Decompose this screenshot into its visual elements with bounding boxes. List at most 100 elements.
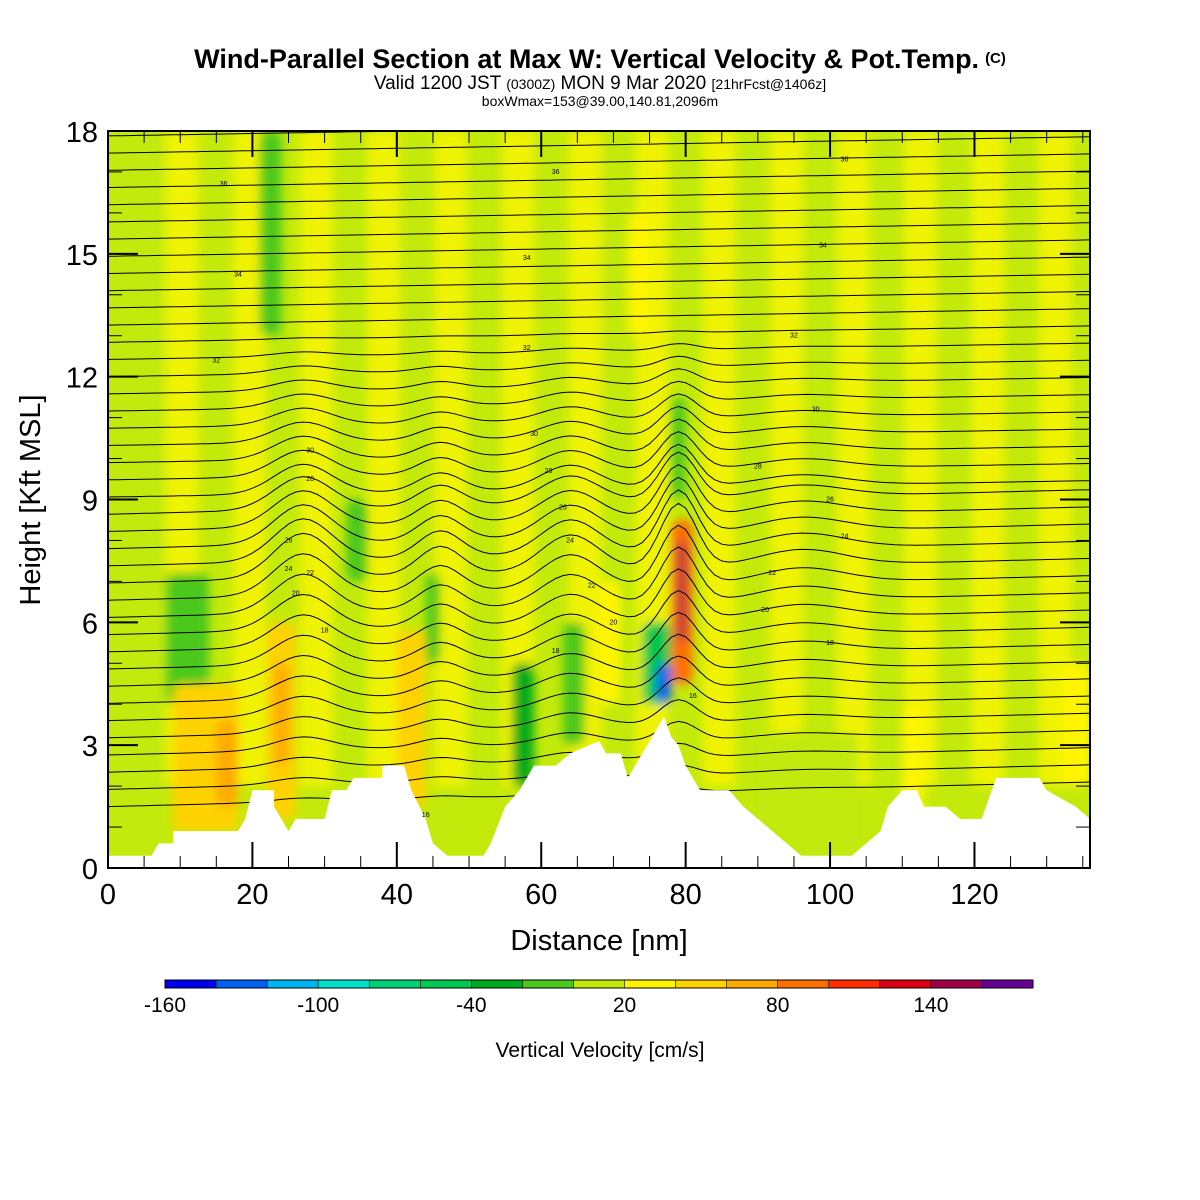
contour-label: 34 bbox=[523, 255, 531, 262]
y-tick-label: 0 bbox=[82, 854, 98, 886]
velocity-band bbox=[904, 131, 937, 787]
velocity-band bbox=[300, 131, 333, 787]
x-tick-label: 120 bbox=[950, 879, 998, 911]
contour-label: 32 bbox=[790, 333, 798, 340]
colorbar-swatch bbox=[369, 980, 421, 988]
y-tick-label: 18 bbox=[66, 117, 98, 149]
theta-contour bbox=[108, 655, 1090, 704]
velocity-cell bbox=[678, 540, 686, 643]
theta-contour bbox=[108, 368, 1090, 395]
box-wmax-label: boxWmax=153@39.00,140.81,2096m bbox=[481, 93, 719, 109]
velocity-cell bbox=[599, 581, 621, 705]
colorbar-swatch bbox=[420, 980, 472, 988]
y-tick-label: 6 bbox=[82, 608, 98, 640]
velocity-cell bbox=[671, 397, 686, 500]
velocity-band bbox=[367, 131, 400, 787]
chart-title: Wind-Parallel Section at Max W: Vertical… bbox=[194, 44, 1006, 74]
x-tick-label: 0 bbox=[100, 879, 116, 911]
contour-label: 18 bbox=[552, 648, 560, 655]
contour-label: 32 bbox=[523, 345, 531, 352]
x-tick-label: 60 bbox=[525, 879, 557, 911]
theta-contour bbox=[108, 502, 1090, 584]
contour-label: 18 bbox=[321, 628, 329, 635]
colorbar-swatch bbox=[879, 980, 932, 988]
theta-contour bbox=[108, 611, 1090, 670]
contour-label: 18 bbox=[826, 640, 834, 647]
x-tick-label: 100 bbox=[806, 879, 854, 911]
theta-contour bbox=[108, 699, 1090, 739]
colorbar-tick-label: 140 bbox=[913, 994, 948, 1017]
velocity-cell bbox=[259, 131, 282, 336]
chart-subtitle: Valid 1200 JST (0300Z) MON 9 Mar 2020 [2… bbox=[373, 73, 827, 94]
colorbar-swatch bbox=[267, 980, 319, 988]
colorbar-swatch bbox=[165, 980, 217, 988]
velocity-cell bbox=[346, 499, 368, 582]
contour-label: 32 bbox=[212, 357, 220, 364]
x-tick-label: 80 bbox=[670, 879, 702, 911]
y-tick-label: 15 bbox=[66, 240, 98, 272]
contour-label: 34 bbox=[819, 243, 827, 250]
theta-contour bbox=[108, 239, 1090, 257]
theta-contour bbox=[108, 546, 1090, 618]
contour-label: 22 bbox=[768, 570, 776, 577]
theta-contour bbox=[108, 222, 1090, 240]
theta-contour bbox=[108, 308, 1090, 326]
contour-label: 24 bbox=[566, 537, 574, 544]
theta-contour bbox=[108, 590, 1090, 653]
terrain bbox=[108, 716, 1090, 868]
theta-contour bbox=[108, 256, 1090, 274]
contour-label: 20 bbox=[292, 591, 300, 598]
colorbar-swatch bbox=[828, 980, 881, 988]
chart-title-block: Wind-Parallel Section at Max W: Vertical… bbox=[0, 44, 1200, 109]
contour-label: 30 bbox=[530, 431, 538, 438]
contour-label: 36 bbox=[841, 157, 849, 164]
theta-contour bbox=[108, 476, 1090, 550]
theta-contour bbox=[108, 443, 1090, 498]
theta-contour bbox=[108, 380, 1090, 412]
y-axis-label: Height [Kft MSL] bbox=[15, 394, 47, 605]
theta-contour bbox=[108, 489, 1090, 567]
x-tick-label: 40 bbox=[381, 879, 413, 911]
contour-label: 26 bbox=[826, 497, 834, 504]
velocity-cell bbox=[512, 663, 535, 787]
theta-contour bbox=[108, 131, 433, 137]
theta-contour bbox=[108, 720, 1090, 756]
contour-label: 34 bbox=[234, 271, 242, 278]
velocity-band bbox=[837, 131, 870, 787]
theta-contour bbox=[108, 431, 1090, 481]
contour-label: 22 bbox=[588, 582, 596, 589]
velocity-cell bbox=[274, 663, 289, 766]
colorbar-tick-label: -40 bbox=[456, 994, 486, 1017]
velocity-cell bbox=[757, 732, 859, 856]
colorbar-swatch bbox=[726, 980, 779, 988]
velocity-cell bbox=[425, 573, 441, 664]
colorbar-swatch bbox=[930, 980, 983, 988]
contour-label: 30 bbox=[812, 406, 820, 413]
theta-contour bbox=[108, 405, 1090, 446]
colorbar-swatch bbox=[981, 980, 1034, 988]
contour-label: 16 bbox=[422, 812, 430, 819]
colorbar-swatch bbox=[522, 980, 574, 988]
theta-contour bbox=[108, 291, 1090, 309]
colorbar-frame bbox=[164, 979, 1034, 989]
velocity-cell bbox=[656, 663, 672, 705]
velocity-cell bbox=[562, 622, 585, 746]
colorbar-swatch bbox=[471, 980, 523, 988]
colorbar-swatch bbox=[624, 980, 677, 988]
theta-contour bbox=[108, 187, 1090, 206]
theta-contour bbox=[108, 355, 1090, 378]
theta-contour bbox=[108, 633, 1090, 687]
contour-labels: 36 36 36 34 34 34 32 32 32 30 30 30 28 28 28 26 26 26 24 24… bbox=[212, 157, 848, 819]
x-axis-label: Distance [nm] bbox=[510, 925, 687, 957]
velocity-field bbox=[108, 131, 1090, 868]
colorbar-swatch bbox=[777, 980, 830, 988]
y-tick-label: 12 bbox=[66, 363, 98, 395]
colorbar-swatch bbox=[216, 980, 268, 988]
title-mark: (C) bbox=[985, 50, 1006, 67]
theta-contour bbox=[108, 464, 1090, 532]
theta-contour bbox=[108, 153, 1090, 171]
colorbar-label: Vertical Velocity [cm/s] bbox=[496, 1039, 705, 1062]
velocity-cell bbox=[165, 573, 210, 705]
colorbar-tick-label: -160 bbox=[144, 994, 186, 1017]
